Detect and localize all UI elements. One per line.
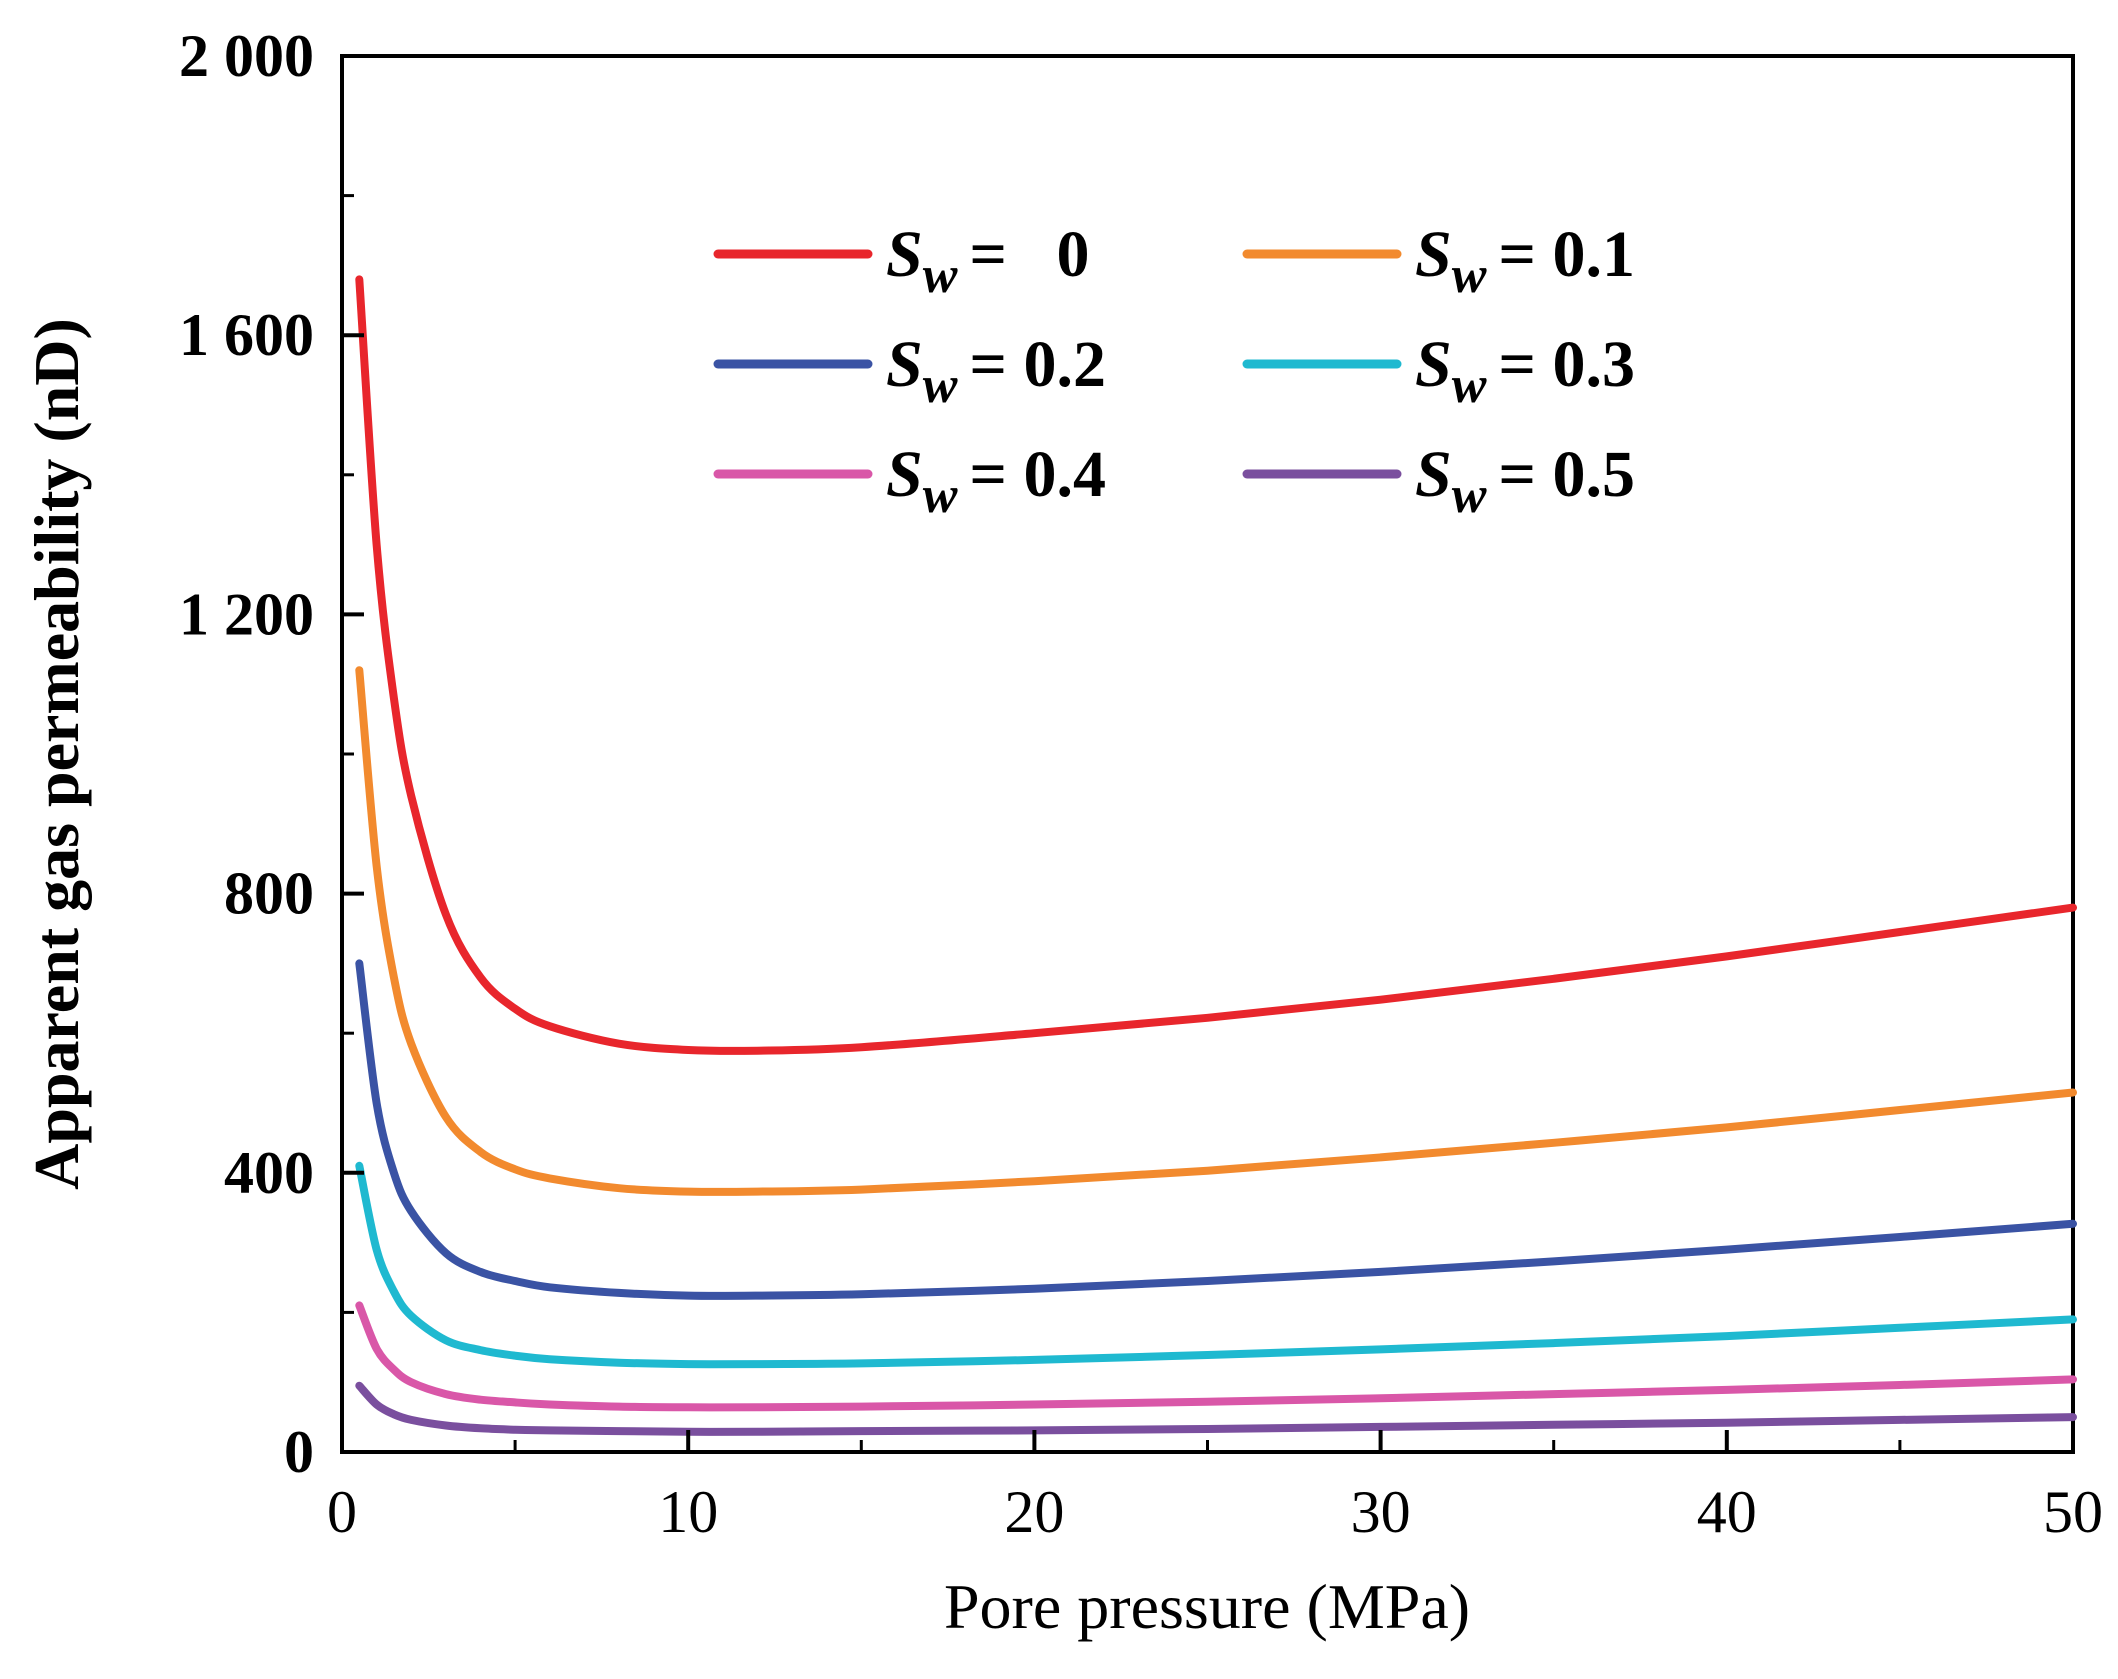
legend: Sw = 0 Sw = 0.1Sw = 0.2 Sw = 0.3Sw = 0.4 Sw = 0.5 [713, 218, 1635, 524]
legend-item-5: Sw = 0.5 [1242, 438, 1635, 524]
legend-label: Sw = 0.2 [886, 328, 1106, 414]
series-line-sw-4 [355, 1301, 2077, 1412]
legend-symbol: S [1415, 328, 1452, 401]
legend-label: Sw = 0.1 [1415, 218, 1635, 304]
legend-item-2: Sw = 0.2 [713, 328, 1106, 414]
x-tick-label: 40 [1697, 1479, 1757, 1545]
legend-value: = 0.5 [1498, 438, 1635, 511]
y-tick-label: 800 [224, 861, 314, 927]
x-tick-label: 30 [1351, 1479, 1411, 1545]
y-tick-label: 1 600 [179, 302, 314, 368]
ticks-layer: 0 10 20 30 40 50 0 400 800 1 200 1 600 2 000 [179, 23, 2103, 1545]
x-axis-title: Pore pressure (MPa) [944, 1571, 1470, 1642]
legend-item-3: Sw = 0.3 [1242, 328, 1635, 414]
legend-value: = 0.2 [969, 328, 1106, 401]
legend-value: = 0.1 [1498, 218, 1635, 291]
legend-symbol: S [886, 328, 923, 401]
y-tick-label: 400 [224, 1140, 314, 1206]
series-line-sw-1 [355, 666, 2077, 1196]
y-axis-title: Apparent gas permeability (nD) [21, 318, 92, 1190]
legend-value: = 0.3 [1498, 328, 1635, 401]
x-tick-label: 20 [1004, 1479, 1064, 1545]
legend-item-1: Sw = 0.1 [1242, 218, 1635, 304]
legend-subscript: w [1452, 467, 1487, 524]
x-tick-label: 50 [2043, 1479, 2103, 1545]
x-tick-label: 10 [658, 1479, 718, 1545]
legend-value: = 0.4 [969, 438, 1106, 511]
series-line-sw-3 [355, 1161, 2077, 1369]
series-line-sw-5 [355, 1381, 2077, 1436]
legend-item-0: Sw = 0 [713, 218, 1090, 304]
legend-label: Sw = 0.3 [1415, 328, 1635, 414]
legend-symbol: S [886, 218, 923, 291]
legend-symbol: S [886, 438, 923, 511]
legend-subscript: w [923, 357, 958, 414]
legend-label: Sw = 0.4 [886, 438, 1106, 524]
y-tick-label: 0 [284, 1419, 314, 1485]
legend-subscript: w [923, 247, 958, 304]
legend-value: = 0 [969, 218, 1089, 291]
legend-item-4: Sw = 0.4 [713, 438, 1106, 524]
legend-symbol: S [1415, 438, 1452, 511]
legend-symbol: S [1415, 218, 1452, 291]
legend-label: Sw = 0 [886, 218, 1090, 304]
legend-subscript: w [1452, 357, 1487, 414]
x-tick-label: 0 [327, 1479, 357, 1545]
legend-subscript: w [1452, 247, 1487, 304]
y-tick-label: 1 200 [179, 581, 314, 647]
y-tick-label: 2 000 [179, 23, 314, 89]
series-line-sw-2 [355, 959, 2077, 1300]
legend-subscript: w [923, 467, 958, 524]
legend-label: Sw = 0.5 [1415, 438, 1635, 524]
series-line-sw-0 [355, 275, 2077, 1055]
series-layer [355, 275, 2077, 1436]
